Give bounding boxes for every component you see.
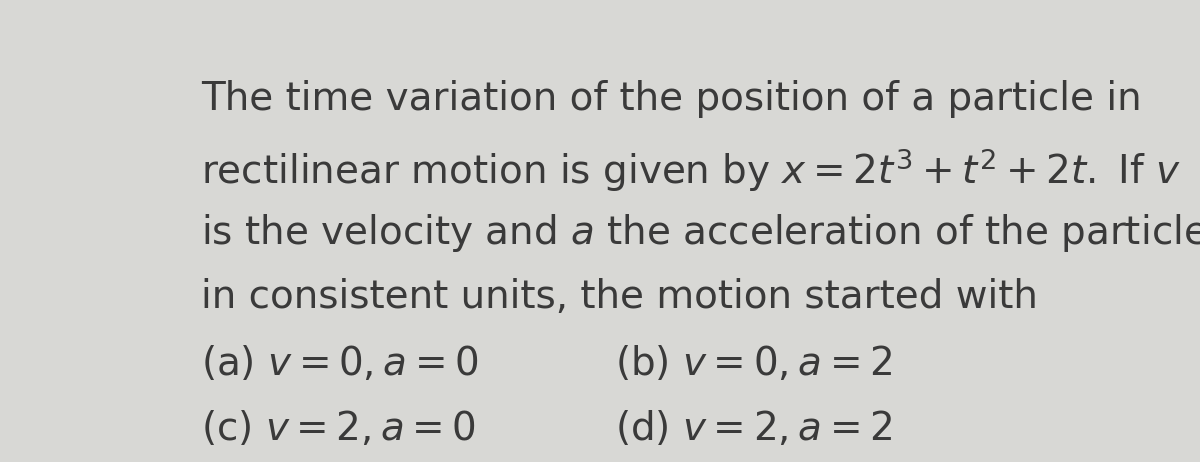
Text: rectilinear motion is given by $x = 2t^3 + t^2 + 2t.$ If $v$: rectilinear motion is given by $x = 2t^3… [202, 146, 1181, 194]
Text: is the velocity and $a$ the acceleration of the particle: is the velocity and $a$ the acceleration… [202, 212, 1200, 254]
Text: (b) $v = 0, a = 2$: (b) $v = 0, a = 2$ [616, 344, 892, 383]
Text: (a) $v = 0, a = 0$: (a) $v = 0, a = 0$ [202, 344, 479, 383]
Text: The time variation of the position of a particle in: The time variation of the position of a … [202, 80, 1141, 118]
Text: (d) $v = 2, a = 2$: (d) $v = 2, a = 2$ [616, 409, 892, 449]
Text: in consistent units, the motion started with: in consistent units, the motion started … [202, 278, 1038, 316]
Text: (c) $v = 2, a = 0$: (c) $v = 2, a = 0$ [202, 409, 476, 449]
